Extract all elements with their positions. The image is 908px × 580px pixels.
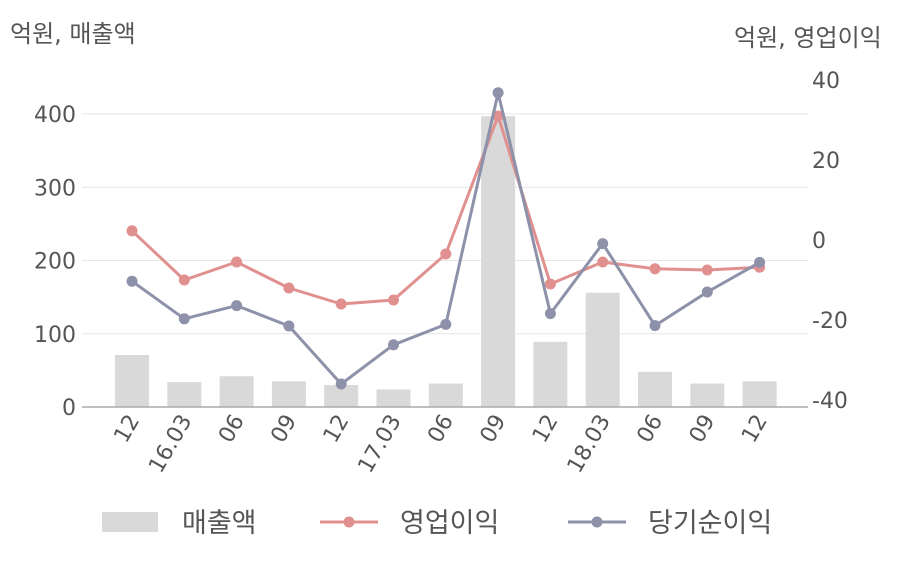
- x-tick-label: 06: [214, 411, 250, 448]
- data-point: [283, 282, 295, 294]
- data-point: [544, 278, 556, 290]
- line-series: [126, 87, 766, 390]
- bar: [481, 116, 516, 407]
- bar: [376, 389, 411, 407]
- legend-swatch: [102, 512, 158, 532]
- data-point: [335, 378, 347, 390]
- data-point: [388, 339, 399, 351]
- data-point: [701, 264, 713, 276]
- data-point: [597, 238, 609, 250]
- x-tick-label: 17.03: [354, 411, 407, 478]
- data-point: [335, 298, 347, 310]
- legend-label: 영업이익: [400, 508, 499, 539]
- right-tick-label: -20: [812, 309, 848, 334]
- right-tick-label: 40: [812, 69, 840, 94]
- x-tick-label: 06: [423, 411, 459, 448]
- bar: [115, 354, 149, 407]
- left-tick-label: 100: [34, 323, 76, 348]
- left-tick-label: 200: [34, 250, 76, 275]
- bar: [690, 383, 725, 407]
- legend-label: 당기순이익: [648, 508, 772, 539]
- data-point: [492, 110, 504, 122]
- right-tick-label: 0: [812, 229, 826, 254]
- bar: [585, 292, 620, 407]
- right-tick-label: -40: [812, 389, 848, 414]
- data-point: [178, 274, 190, 286]
- legend-label: 매출액: [182, 508, 257, 539]
- bar: [533, 341, 568, 407]
- data-point: [597, 256, 609, 268]
- data-point: [231, 256, 243, 268]
- series-line: [131, 91, 761, 386]
- bar: [638, 371, 672, 407]
- data-point: [388, 294, 399, 306]
- data-point: [754, 256, 766, 268]
- left-tick-label: 300: [34, 176, 76, 201]
- x-tick-label: 12: [737, 411, 773, 448]
- bar: [167, 382, 202, 407]
- data-point: [701, 286, 713, 298]
- data-point: [649, 263, 661, 275]
- data-point: [126, 225, 138, 237]
- data-point: [283, 320, 295, 332]
- left-tick-label: 400: [34, 103, 76, 128]
- data-point: [492, 87, 504, 99]
- x-tick-label: 16.03: [144, 411, 197, 478]
- x-tick-label: 12: [110, 411, 146, 448]
- x-tick-label: 09: [476, 410, 512, 447]
- x-tick-label: 12: [319, 411, 355, 448]
- bar: [742, 381, 777, 407]
- bar: [428, 383, 463, 407]
- series-line: [130, 114, 760, 306]
- x-tick-label: 12: [528, 411, 564, 448]
- data-point: [178, 313, 190, 325]
- bar: [271, 381, 306, 407]
- x-tick-label: 06: [633, 411, 669, 448]
- bar-series: [115, 116, 777, 407]
- x-tick-label: 09: [266, 411, 302, 448]
- left-tick-label: 0: [62, 396, 76, 421]
- data-point: [440, 318, 452, 330]
- bar: [324, 385, 359, 407]
- x-tick-label: 18.03: [563, 411, 616, 478]
- data-point: [440, 248, 452, 260]
- legend-marker: [343, 516, 355, 528]
- data-point: [544, 308, 556, 320]
- data-point: [231, 300, 243, 312]
- x-tick-label: 09: [685, 411, 721, 448]
- bar: [219, 376, 254, 407]
- grid-lines: [82, 113, 808, 335]
- left-axis-title: 억원, 매출액: [10, 20, 136, 48]
- data-point: [649, 320, 661, 332]
- data-point: [126, 275, 138, 287]
- legend: 매출액 영업이익 당기순이익: [102, 508, 772, 539]
- legend-marker: [591, 516, 603, 528]
- right-tick-label: 20: [812, 149, 840, 174]
- right-axis-title: 억원, 영업이익: [734, 24, 882, 52]
